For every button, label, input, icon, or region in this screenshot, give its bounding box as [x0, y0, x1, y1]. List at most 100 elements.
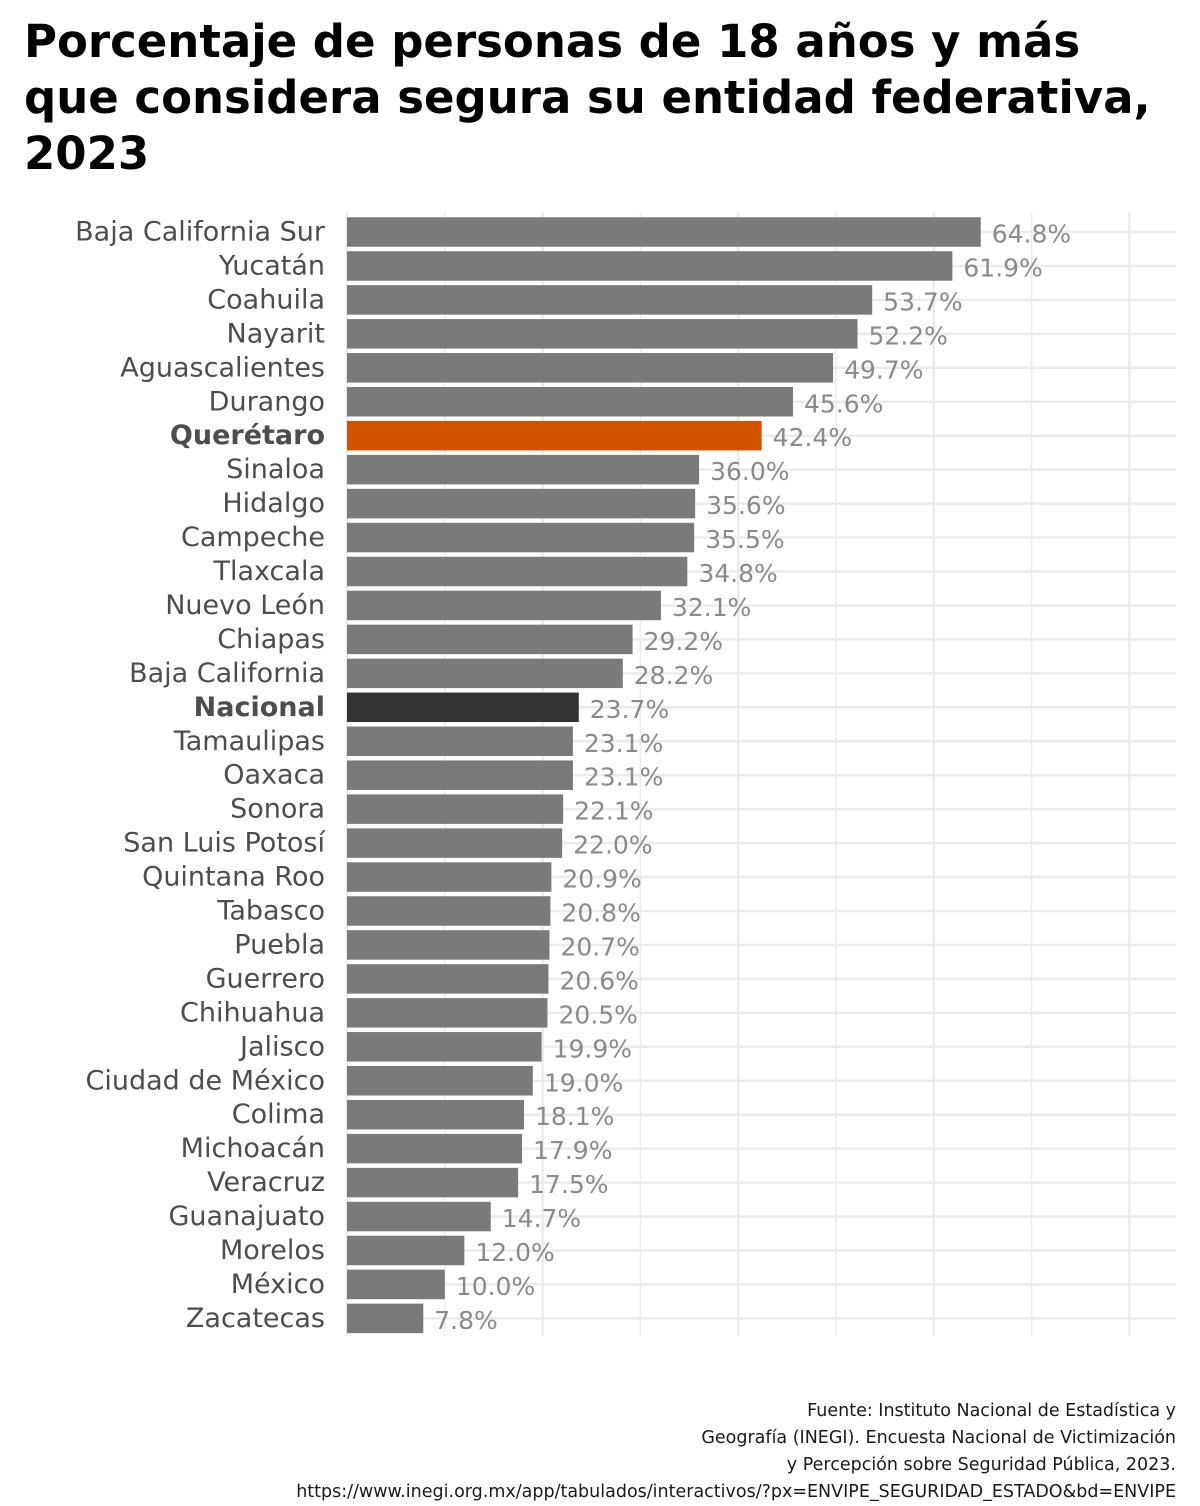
- value-label: 36.0%: [710, 457, 789, 486]
- bar: [347, 353, 834, 383]
- value-label: 42.4%: [773, 423, 852, 452]
- value-label: 22.1%: [574, 797, 653, 826]
- bar: [347, 896, 551, 926]
- value-label: 20.5%: [558, 1000, 637, 1029]
- source-note: Fuente: Instituto Nacional de Estadístic…: [0, 1398, 1176, 1506]
- bar: [347, 658, 623, 689]
- value-label: 23.7%: [590, 695, 669, 724]
- bar: [347, 828, 563, 858]
- value-label: 52.2%: [869, 321, 948, 350]
- bar: [347, 726, 573, 756]
- bar: [347, 862, 552, 892]
- category-label: Quintana Roo: [142, 862, 325, 893]
- category-label: Sinaloa: [226, 454, 325, 485]
- value-label: 7.8%: [434, 1306, 498, 1335]
- bar: [347, 522, 695, 553]
- value-label: 14.7%: [502, 1204, 581, 1233]
- category-label: Chihuahua: [180, 997, 325, 1028]
- value-label: 35.5%: [705, 525, 784, 554]
- bar: [347, 1201, 491, 1232]
- category-label: Oaxaca: [223, 760, 325, 791]
- category-label: Hidalgo: [222, 488, 325, 519]
- bar: [347, 420, 762, 451]
- bar: [347, 1235, 465, 1266]
- bar: [347, 1066, 533, 1096]
- bar: [347, 964, 549, 994]
- category-label: Zacatecas: [186, 1303, 325, 1334]
- bar: [347, 1303, 424, 1334]
- category-label: Aguascalientes: [120, 352, 325, 383]
- value-label: 23.1%: [584, 763, 663, 792]
- bar: [347, 590, 661, 621]
- bar: [347, 692, 579, 723]
- value-label: 32.1%: [672, 593, 751, 622]
- category-label: Durango: [209, 386, 325, 417]
- category-label: México: [231, 1269, 325, 1300]
- value-label: 23.1%: [584, 729, 663, 758]
- bar: [347, 624, 633, 655]
- bar: [347, 794, 564, 824]
- category-label: Chiapas: [217, 624, 325, 655]
- category-label: Tabasco: [216, 896, 325, 927]
- bars: [347, 217, 981, 1334]
- value-label: 17.9%: [533, 1136, 612, 1165]
- bar: [347, 760, 573, 790]
- bar: [347, 1133, 523, 1164]
- category-label: Coahuila: [207, 284, 325, 315]
- category-label: San Luis Potosí: [123, 828, 326, 859]
- value-label: 28.2%: [634, 661, 713, 690]
- value-label: 53.7%: [883, 287, 962, 316]
- value-label: 45.6%: [804, 389, 883, 418]
- bar: [347, 1099, 525, 1130]
- category-label: Nayarit: [227, 318, 325, 349]
- value-label: 17.5%: [529, 1170, 608, 1199]
- bar: [347, 488, 696, 519]
- bar: [347, 1167, 519, 1198]
- value-label: 35.6%: [706, 491, 785, 520]
- category-label: Jalisco: [238, 1031, 325, 1062]
- value-label: 20.9%: [562, 865, 641, 894]
- category-label: Querétaro: [170, 420, 325, 451]
- category-label: Guerrero: [206, 963, 325, 994]
- category-label: Guanajuato: [168, 1201, 325, 1232]
- bar: [347, 251, 953, 281]
- bar: [347, 930, 550, 960]
- value-label: 18.1%: [535, 1102, 614, 1131]
- category-label: Veracruz: [207, 1167, 325, 1198]
- category-label: Colima: [232, 1099, 325, 1130]
- bar: [347, 556, 688, 587]
- category-label: Baja California Sur: [75, 217, 326, 248]
- category-label: Baja California: [129, 658, 325, 689]
- value-label: 49.7%: [844, 355, 923, 384]
- bar: [347, 285, 873, 315]
- source-line-2: Geografía (INEGI). Encuesta Nacional de …: [701, 1428, 1176, 1448]
- category-label: Tlaxcala: [213, 556, 325, 587]
- category-labels: Baja California SurYucatánCoahuilaNayari…: [75, 217, 326, 1334]
- bar: [347, 454, 700, 485]
- value-label: 20.6%: [559, 966, 638, 995]
- category-label: Morelos: [220, 1235, 325, 1266]
- source-url: https://www.inegi.org.mx/app/tabulados/i…: [296, 1482, 1176, 1502]
- category-label: Campeche: [181, 522, 325, 553]
- value-label: 19.9%: [553, 1034, 632, 1063]
- bar: [347, 319, 858, 349]
- bar: [347, 387, 793, 417]
- bar: [347, 1269, 445, 1300]
- value-label: 22.0%: [573, 831, 652, 860]
- value-label: 61.9%: [963, 253, 1042, 282]
- source-line-3: y Percepción sobre Seguridad Pública, 20…: [786, 1455, 1176, 1475]
- value-label: 64.8%: [992, 220, 1071, 249]
- bar: [347, 1032, 542, 1062]
- category-label: Puebla: [234, 929, 325, 960]
- value-label: 19.0%: [544, 1068, 623, 1097]
- chart-title: Porcentaje de personas de 18 años y más …: [24, 15, 1151, 180]
- value-label: 29.2%: [644, 627, 723, 656]
- value-label: 10.0%: [456, 1272, 535, 1301]
- category-label: Michoacán: [181, 1133, 325, 1164]
- value-labels: 64.8% 61.9%53.7% 52.2% 49.7% 45.6% 42.4% 36.0%…: [434, 220, 1071, 1335]
- category-label: Nuevo León: [165, 590, 325, 621]
- value-label: 20.7%: [560, 932, 639, 961]
- value-label: 20.8%: [561, 899, 640, 928]
- category-label: Tamaulipas: [173, 726, 325, 757]
